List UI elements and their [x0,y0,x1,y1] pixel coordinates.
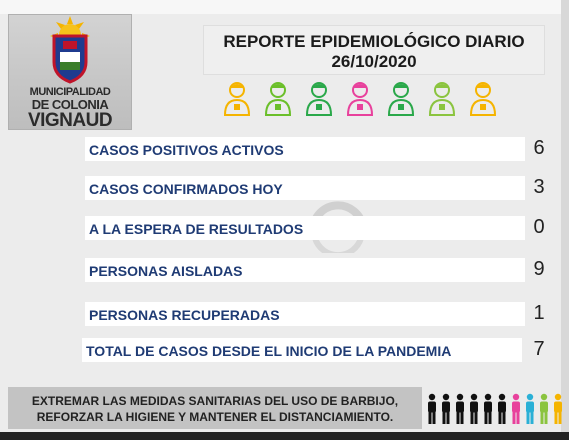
stat-row-awaiting-results: A LA ESPERA DE RESULTADOS [85,216,525,240]
stat-row-active-cases: CASOS POSITIVOS ACTIVOS [85,137,525,161]
person-icon [526,393,534,424]
person-icon [498,393,506,424]
right-frame [561,0,569,440]
stat-row-total-cases: TOTAL DE CASOS DESDE EL INICIO DE LA PAN… [82,338,522,362]
stat-value-isolated: 9 [533,258,545,280]
bottom-frame [0,432,569,440]
stat-value-awaiting-results: 0 [533,216,545,238]
coat-of-arms-icon [50,16,90,84]
worker-icons-row [222,80,522,116]
stat-label: A LA ESPERA DE RESULTADOS [89,221,304,237]
stat-row-isolated: PERSONAS AISLADAS [85,258,525,282]
person-icon [470,393,478,424]
stat-row-confirmed-today: CASOS CONFIRMADOS HOY [85,176,525,200]
stat-label: PERSONAS AISLADAS [89,263,243,279]
prevention-message-box: EXTREMAR LAS MEDIDAS SANITARIAS DEL USO … [8,387,422,429]
stat-value-total-cases: 7 [533,338,545,360]
stat-label: CASOS CONFIRMADOS HOY [89,181,283,197]
logo-line-3: VIGNAUD [27,110,113,131]
stat-row-recovered: PERSONAS RECUPERADAS [85,302,525,326]
worker-3-icon [305,82,333,116]
top-frame [0,0,569,14]
worker-5-icon [387,82,415,116]
stat-value-active-cases: 6 [533,137,545,159]
stat-label: TOTAL DE CASOS DESDE EL INICIO DE LA PAN… [86,343,452,359]
logo-line-2: DE COLONIA [31,97,109,112]
person-icon [456,393,464,424]
report-title: REPORTE EPIDEMIOLÓGICO DIARIO [223,32,525,51]
person-icon [484,393,492,424]
person-icon [540,393,548,424]
worker-7-icon [469,82,497,116]
worker-6-icon [428,82,456,116]
worker-2-icon [264,82,292,116]
logo-line-1: MUNICIPALIDAD [29,86,111,98]
person-icon [554,393,562,424]
municipality-logo: MUNICIPALIDAD DE COLONIA VIGNAUD [8,14,132,131]
stat-label: PERSONAS RECUPERADAS [89,307,280,323]
report-title-box: REPORTE EPIDEMIOLÓGICO DIARIO 26/10/2020 [203,25,545,75]
stat-label: CASOS POSITIVOS ACTIVOS [89,142,284,158]
worker-4-icon [346,82,374,116]
prevention-message-line-1: EXTREMAR LAS MEDIDAS SANITARIAS DEL USO … [31,394,399,408]
worker-1-icon [223,82,251,116]
person-icon [442,393,450,424]
person-icon [512,393,520,424]
people-distancing-row [425,393,565,425]
person-icon [428,393,436,424]
prevention-message-line-2: REFORZAR LA HIGIENE Y MANTENER EL DISTAN… [36,410,394,424]
report-date: 26/10/2020 [331,52,417,71]
stat-value-confirmed-today: 3 [533,176,545,198]
stat-value-recovered: 1 [533,302,545,324]
